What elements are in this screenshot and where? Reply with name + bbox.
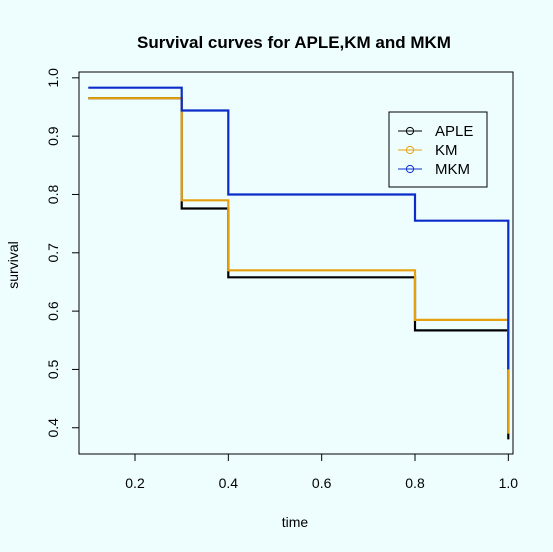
legend-marker-aple [405, 126, 415, 136]
y-tick-label: 0.5 [45, 359, 61, 379]
y-axis-label: survival [5, 241, 21, 288]
x-axis: 0.2 0.4 0.6 0.8 1.0 [125, 453, 519, 491]
y-tick-label: 0.8 [45, 185, 61, 205]
y-tick-label: 1.0 [45, 68, 61, 88]
legend-label-mkm: MKM [435, 161, 470, 178]
x-tick-label: 0.6 [312, 475, 332, 491]
chart-title: Survival curves for APLE,KM and MKM [137, 33, 451, 52]
x-axis-label: time [282, 514, 309, 530]
series-line-km [88, 97, 510, 434]
series-layer [88, 86, 510, 440]
series-line-mkm [88, 86, 510, 370]
y-axis: 0.4 0.5 0.6 0.7 0.8 0.9 1.0 [45, 68, 80, 438]
x-tick-label: 1.0 [499, 475, 519, 491]
x-tick-label: 0.2 [125, 475, 145, 491]
y-tick-label: 0.4 [45, 418, 61, 438]
legend-marker-mkm [405, 164, 415, 174]
x-tick-label: 0.4 [219, 475, 239, 491]
legend-label-km: KM [435, 142, 458, 159]
legend: APLE KM MKM [388, 111, 488, 188]
legend-label-aple: APLE [435, 123, 473, 140]
x-tick-label: 0.8 [405, 475, 425, 491]
y-tick-label: 0.9 [45, 126, 61, 146]
legend-marker-km [405, 145, 415, 155]
y-tick-label: 0.7 [45, 243, 61, 263]
y-tick-label: 0.6 [45, 301, 61, 321]
